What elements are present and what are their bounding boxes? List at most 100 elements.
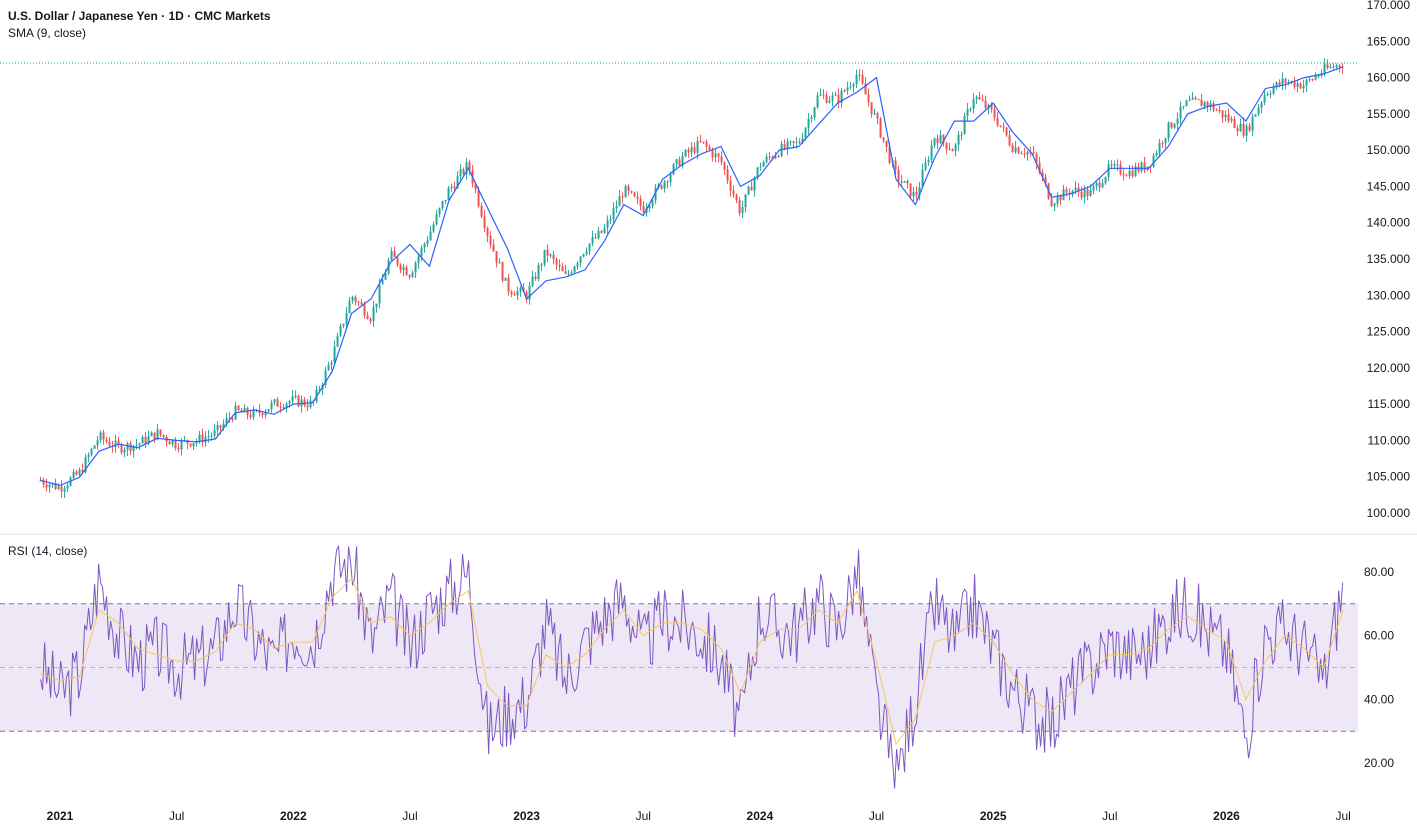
candle-body — [120, 444, 123, 453]
candle-body — [861, 74, 864, 84]
candle-body — [282, 407, 285, 409]
candle-body — [1221, 110, 1224, 118]
candle-body — [1038, 162, 1041, 173]
price-tick-label: 145.000 — [1367, 179, 1411, 193]
candle-body — [330, 362, 333, 365]
candle-body — [1041, 172, 1044, 177]
candle-body — [123, 449, 126, 453]
candle-body — [108, 441, 111, 446]
candle-body — [264, 411, 267, 416]
candle-body — [873, 113, 876, 115]
candle-body — [840, 90, 843, 103]
candle-body — [1230, 118, 1233, 121]
candle-body — [615, 206, 618, 209]
candle-body — [987, 104, 990, 109]
candle-body — [1218, 110, 1221, 112]
candle-body — [354, 296, 357, 302]
candle-body — [168, 441, 171, 445]
time-tick-label: Jul — [1335, 809, 1350, 823]
candle-body — [672, 164, 675, 175]
price-tick-label: 105.000 — [1367, 470, 1411, 484]
candle-body — [993, 109, 996, 118]
candle-body — [75, 471, 78, 475]
price-tick-label: 165.000 — [1367, 34, 1411, 48]
candle-body — [573, 266, 576, 273]
candle-body — [351, 296, 354, 301]
rsi-legend[interactable]: RSI (14, close) — [8, 543, 87, 559]
candle-body — [684, 149, 687, 157]
candle-body — [405, 267, 408, 276]
candle-body — [135, 444, 138, 446]
candle-body — [936, 138, 939, 144]
candle-body — [390, 251, 393, 261]
candle-body — [687, 149, 690, 153]
candle-body — [279, 406, 282, 408]
time-tick-label: 2025 — [980, 809, 1007, 823]
sma-label[interactable]: SMA (9, close) — [8, 26, 87, 40]
candle-body — [597, 230, 600, 239]
candle-body — [1233, 118, 1236, 128]
rsi-pane[interactable] — [0, 544, 1358, 789]
candle-body — [1170, 122, 1173, 128]
candle-body — [864, 83, 867, 95]
candle-body — [48, 484, 51, 488]
symbol-title[interactable]: U.S. Dollar / Japanese Yen · 1D · CMC Ma… — [8, 9, 271, 23]
candle-body — [720, 156, 723, 163]
candle-body — [459, 169, 462, 177]
candle-body — [315, 389, 318, 402]
candle-body — [852, 84, 855, 87]
candle-body — [978, 96, 981, 100]
price-pane[interactable] — [0, 58, 1417, 535]
candle-body — [1224, 114, 1227, 118]
candle-body — [744, 194, 747, 208]
candle-body — [903, 181, 906, 183]
price-axis[interactable]: 100.000 105.000 110.000 115.000 120.000 125.0… — [1367, 0, 1411, 520]
candle-body — [924, 162, 927, 170]
candle-body — [630, 191, 633, 193]
price-tick-label: 155.000 — [1367, 107, 1411, 121]
candle-body — [717, 153, 720, 157]
candle-body — [99, 432, 102, 441]
candle-body — [84, 457, 87, 473]
candle-body — [1080, 191, 1083, 198]
candle-body — [42, 480, 45, 485]
candle-body — [228, 417, 231, 419]
candle-body — [1128, 170, 1131, 176]
rsi-tick-label: 20.00 — [1364, 756, 1394, 770]
rsi-label[interactable]: RSI (14, close) — [8, 544, 88, 558]
candle-body — [702, 141, 705, 143]
candle-body — [810, 117, 813, 120]
candle-body — [1005, 127, 1008, 136]
candle-body — [1056, 195, 1059, 204]
candle-body — [567, 272, 570, 274]
indicator-legend[interactable]: SMA (9, close) — [8, 25, 86, 41]
candle-body — [912, 192, 915, 197]
candle-body — [930, 145, 933, 160]
candle-body — [495, 251, 498, 263]
candle-body — [213, 430, 216, 436]
candle-body — [708, 146, 711, 150]
candle-body — [159, 429, 162, 436]
rsi-axis[interactable]: 20.00 40.00 60.00 80.00 — [1364, 565, 1394, 770]
candle-body — [363, 304, 366, 316]
candle-body — [114, 440, 117, 448]
candle-body — [156, 429, 159, 440]
candle-body — [699, 140, 702, 142]
candle-body — [300, 399, 303, 407]
candle-body — [369, 318, 372, 322]
candle-body — [1197, 99, 1200, 101]
time-axis[interactable]: 2021 Jul 2022 Jul 2023 Jul 2024 Jul 2025 Jul 2026 J… — [47, 809, 1351, 823]
candle-body — [1188, 99, 1191, 101]
candle-body — [975, 96, 978, 100]
candle-body — [180, 440, 183, 450]
candle-body — [171, 440, 174, 445]
candle-body — [558, 264, 561, 267]
candle-body — [45, 484, 48, 488]
candle-body — [366, 315, 369, 319]
candle-body — [948, 148, 951, 150]
price-tick-label: 135.000 — [1367, 252, 1411, 266]
candle-body — [1296, 83, 1299, 88]
candle-body — [420, 247, 423, 257]
rsi-tick-label: 40.00 — [1364, 692, 1394, 706]
